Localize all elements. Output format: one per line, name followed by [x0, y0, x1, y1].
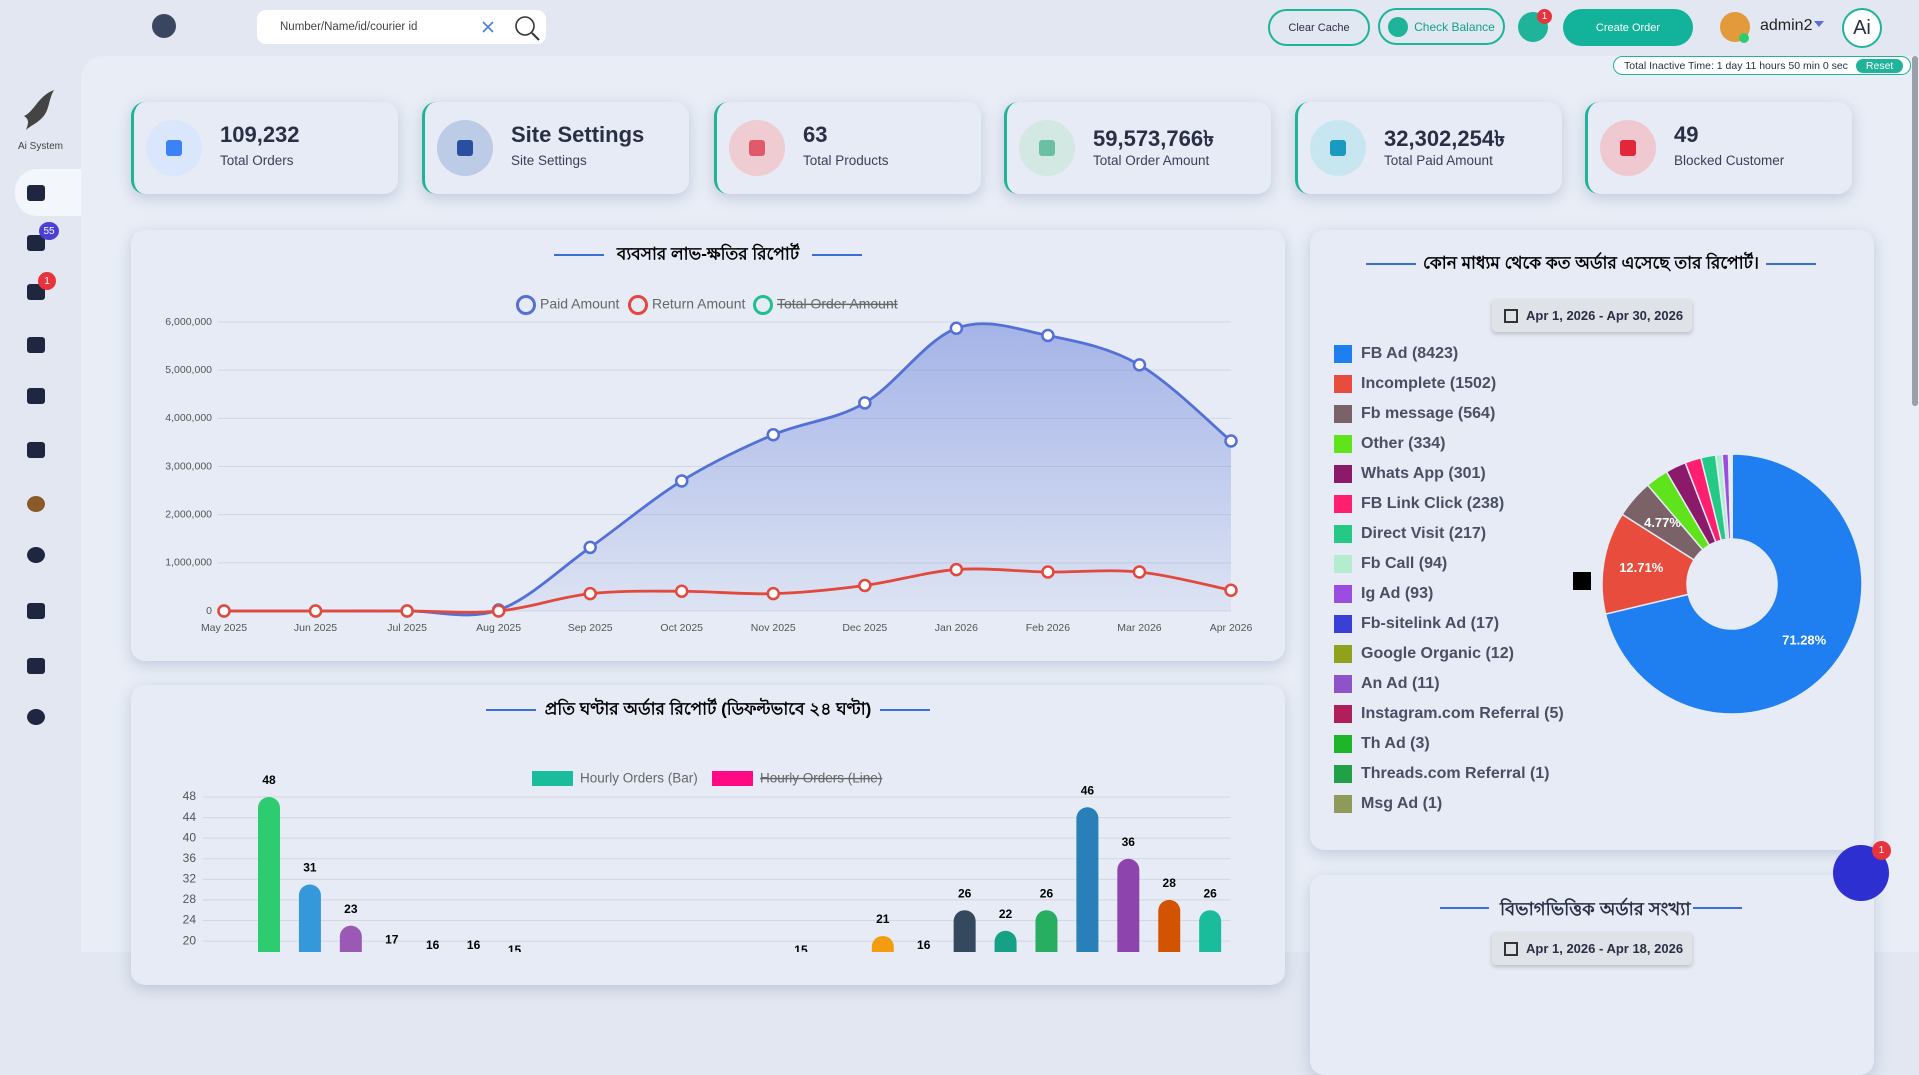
stat-value: 63: [803, 122, 827, 148]
clear-icon[interactable]: [481, 20, 495, 34]
search-icon[interactable]: [512, 13, 542, 43]
chat-badge: 1: [1872, 841, 1891, 860]
nav-book[interactable]: [27, 388, 45, 404]
stat-card: 109,232 Total Orders: [131, 102, 398, 194]
support-icon[interactable]: [152, 14, 176, 38]
online-dot: [1739, 33, 1749, 43]
stat-label: Site Settings: [511, 153, 587, 168]
check-balance-button[interactable]: Check Balance: [1378, 8, 1505, 45]
nav-report[interactable]: [27, 658, 45, 674]
inactive-bar: Total Inactive Time: 1 day 11 hours 50 m…: [1613, 56, 1911, 75]
clear-cache-label: Clear Cache: [1288, 22, 1349, 34]
stat-glyph: [1039, 140, 1055, 156]
nav-basket[interactable]: [27, 337, 45, 353]
active-nav[interactable]: [15, 169, 81, 216]
stat-label: Total Orders: [220, 153, 294, 168]
source-date: Apr 1, 2026 - Apr 30, 2026: [1526, 308, 1683, 323]
stat-glyph: [1330, 140, 1346, 156]
stat-label: Blocked Customer: [1674, 153, 1784, 168]
stat-icon: [1310, 120, 1366, 176]
stat-card: 32,302,254৳Total Paid Amount: [1295, 102, 1562, 194]
ai-button[interactable]: Ai: [1842, 8, 1882, 48]
stat-card: 49 Blocked Customer: [1585, 102, 1852, 194]
clear-cache-button[interactable]: Clear Cache: [1268, 9, 1370, 46]
stat-icon: [1600, 120, 1656, 176]
stat-label: Total Products: [803, 153, 889, 168]
stat-card: 59,573,766৳Total Order Amount: [1004, 102, 1271, 194]
stat-glyph: [166, 140, 182, 156]
profit-card: [131, 230, 1285, 661]
stat-glyph: [749, 140, 765, 156]
stat-icon: [146, 120, 202, 176]
stat-icon: [729, 120, 785, 176]
district-date: Apr 1, 2026 - Apr 18, 2026: [1526, 941, 1683, 956]
page: Dashboard { "header": { "search_placehol…: [0, 0, 1919, 952]
stat-glyph: [1620, 140, 1636, 156]
stat-value: Site Settings: [511, 122, 644, 148]
balance-icon: [1388, 17, 1408, 37]
nav-money[interactable]: [27, 496, 45, 512]
caret[interactable]: [1814, 21, 1824, 29]
username[interactable]: admin2: [1760, 17, 1812, 35]
scrollbar: [1912, 56, 1918, 406]
district-date-button[interactable]: Apr 1, 2026 - Apr 18, 2026: [1492, 932, 1692, 965]
title-rule: [1440, 907, 1489, 909]
district-title: বিভাগভিত্তিক অর্ডার সংখ্যা: [1500, 895, 1686, 926]
nav-home[interactable]: [27, 185, 45, 201]
notification-badge: 1: [1537, 9, 1552, 24]
nav-palette[interactable]: [27, 547, 45, 563]
stat-card: 63 Total Products: [714, 102, 981, 194]
stat-value: 49: [1674, 122, 1698, 148]
calendar-icon: [1504, 942, 1518, 956]
source-date-button[interactable]: Apr 1, 2026 - Apr 30, 2026: [1492, 299, 1692, 332]
stat-label: Total Order Amount: [1093, 153, 1209, 168]
calendar-icon: [1504, 309, 1518, 323]
logo: [20, 86, 60, 132]
stat-icon: [1019, 120, 1075, 176]
body: Ai System 55 1 Number/Name/id/courier id…: [0, 0, 1919, 952]
check-balance-label: Check Balance: [1414, 20, 1495, 34]
brand: Ai System: [0, 141, 81, 152]
stat-label: Total Paid Amount: [1384, 153, 1493, 168]
stat-card: Site Settings Site Settings: [422, 102, 689, 194]
sidebar: Ai System 55 1: [0, 0, 81, 952]
hourly-card: [131, 685, 1285, 985]
ai-label: Ai: [1853, 17, 1871, 40]
inactive-time: Total Inactive Time: 1 day 11 hours 50 m…: [1624, 60, 1848, 72]
create-order-label: Create Order: [1596, 22, 1660, 34]
stat-value: 109,232: [220, 122, 300, 148]
title-rule: [1693, 907, 1742, 909]
search-box[interactable]: Number/Name/id/courier id: [257, 10, 546, 44]
stat-icon: [437, 120, 493, 176]
nav-settings[interactable]: [27, 709, 45, 725]
reset-button[interactable]: Reset: [1856, 59, 1903, 73]
orders-badge: 1: [38, 272, 56, 290]
nav-castle[interactable]: [27, 603, 45, 619]
create-order-button[interactable]: Create Order: [1563, 9, 1693, 46]
nav-flight[interactable]: [27, 442, 45, 458]
stat-glyph: [457, 140, 473, 156]
search-placeholder: Number/Name/id/courier id: [280, 21, 417, 33]
cart-badge: 55: [39, 222, 59, 240]
